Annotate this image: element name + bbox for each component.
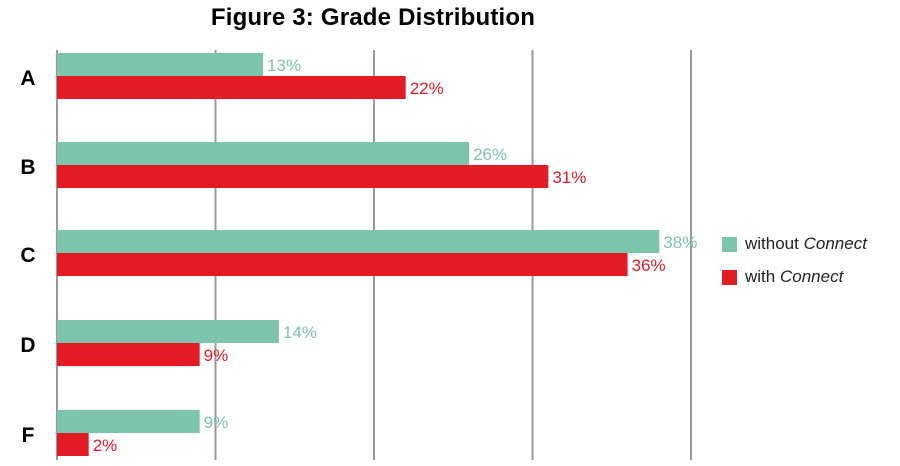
bar — [57, 320, 279, 343]
legend-prefix-without: without — [745, 234, 804, 253]
legend-connect-word: Connect — [803, 234, 867, 253]
data-label: 14% — [283, 323, 317, 342]
category-label: D — [20, 334, 35, 357]
data-label: 13% — [267, 56, 301, 75]
bar — [57, 165, 549, 188]
legend-swatch-without-connect — [722, 236, 737, 252]
legend-swatch-with-connect — [722, 269, 737, 285]
data-label: 22% — [410, 79, 444, 98]
data-label: 36% — [632, 256, 666, 275]
legend-label-without-connect: without Connect — [745, 234, 867, 254]
legend-label-with-connect: with Connect — [745, 267, 843, 287]
legend-prefix-with: with — [745, 267, 780, 286]
bar — [57, 343, 200, 366]
data-label: 2% — [93, 436, 118, 455]
data-label: 38% — [663, 233, 697, 252]
data-label: 26% — [473, 145, 507, 164]
bar — [57, 230, 660, 253]
data-label: 9% — [204, 413, 229, 432]
bar — [57, 410, 200, 433]
data-label: 31% — [552, 168, 586, 187]
category-label: A — [20, 67, 35, 90]
chart-title: Figure 3: Grade Distribution — [210, 4, 536, 31]
legend-connect-word: Connect — [779, 267, 844, 286]
category-label: C — [20, 244, 35, 267]
bar — [57, 253, 628, 276]
bar — [57, 53, 264, 76]
bar — [57, 433, 89, 456]
legend-item-without-connect: without Connect — [722, 234, 867, 254]
data-label: 9% — [204, 346, 229, 365]
category-label: B — [20, 156, 35, 179]
category-label: F — [22, 424, 35, 447]
bar — [57, 142, 470, 165]
bar — [57, 76, 406, 99]
legend-item-with-connect: with Connect — [722, 267, 843, 287]
